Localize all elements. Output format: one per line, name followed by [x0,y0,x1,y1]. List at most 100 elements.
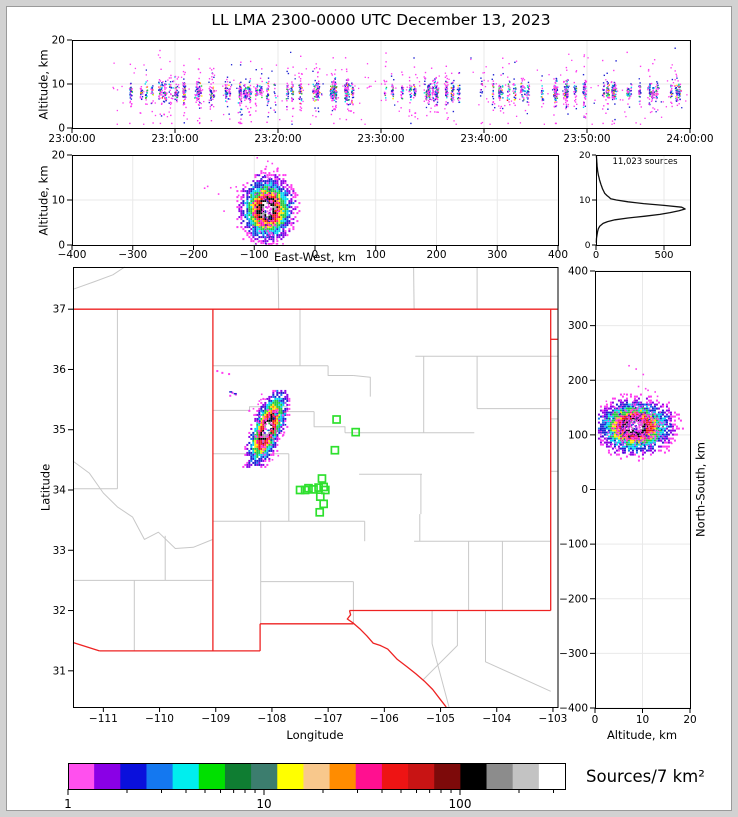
time-ytick-label: 10 [52,79,65,91]
hist-ytick-label: 10 [579,196,591,206]
colorbar-label: Sources/7 km² [586,767,705,786]
ew-xtick-label: −400 [58,249,87,261]
lma-station-marker [332,415,341,424]
ew-xtick-label: 400 [548,249,568,261]
source-count-annotation: 11,023 sources [612,157,678,167]
colorbar-segment [329,763,357,789]
colorbar-segment [94,763,121,789]
colorbar-segment [172,763,200,789]
ew-xtick-label: −200 [179,249,208,261]
hist-ytick-label: 0 [585,241,591,251]
ns-panel-xlabel: Altitude, km [606,728,678,742]
hist-panel-box [596,155,691,246]
colorbar-segment [460,763,488,789]
lma-station-marker [295,485,305,495]
state-border [72,641,100,652]
county-border [72,266,125,290]
ew-xtick-label: 100 [366,249,386,261]
time-xtick-label: 23:20:00 [254,133,301,145]
ns-ytick-label: 200 [568,375,588,387]
county-border [353,375,371,397]
colorbar-segment [512,763,540,789]
ew-ytick-label: 10 [52,195,65,207]
time-ytick-label: 20 [52,35,65,47]
ns-ytick-label: 300 [568,320,588,332]
map-ytick-label: 34 [53,484,67,496]
map-xtick-label: −105 [426,713,455,725]
county-border [72,460,214,549]
colorbar-tick-label: 10 [256,797,271,811]
colorbar-segment [486,763,514,789]
time-ytick-label: 0 [58,123,65,135]
hist-xtick-label: 500 [654,250,673,261]
colorbar-segment [68,763,95,789]
time-xtick-label: 23:00:00 [48,133,95,145]
time-xtick-label: 23:30:00 [357,133,404,145]
map-ytick-label: 32 [53,605,66,617]
colorbar-segment [434,763,461,789]
county-border [327,365,354,376]
colorbar-segment [251,763,278,789]
colorbar-segment [198,763,226,789]
ns-xtick-label: 0 [592,714,599,726]
county-border [485,610,551,692]
colorbar-segment [120,763,147,789]
colorbar-segment [224,763,252,789]
county-border [212,406,315,413]
hist-xtick-label: 0 [593,250,599,261]
ns-ytick-label: −300 [559,648,588,660]
ns-ytick-label: 100 [568,429,588,441]
ew-ytick-label: 0 [58,240,65,252]
ns-ytick-label: 0 [581,484,588,496]
map-xtick-label: −108 [258,713,287,725]
map-xtick-label: −110 [145,713,174,725]
colorbar-segment [146,763,174,789]
map-xtick-label: −103 [539,713,568,725]
time-xtick-label: 23:10:00 [151,133,198,145]
colorbar-box [68,763,566,790]
map-ytick-label: 36 [53,364,67,376]
ew-ytick-label: 20 [52,150,65,162]
state-border [346,610,447,708]
map-xtick-label: −109 [201,713,230,725]
ew-xtick-label: −100 [240,249,269,261]
map-ytick-label: 33 [53,545,66,557]
colorbar-segment [277,763,304,789]
ew-xtick-label: 0 [312,249,319,261]
time-xtick-label: 24:00:00 [666,133,713,145]
map-xlabel: Longitude [286,728,344,742]
map-xtick-label: −104 [482,713,511,725]
lma-station-marker [351,427,361,437]
county-border [277,266,280,310]
ns-ytick-label: −100 [559,539,588,551]
lma-station-marker [330,445,340,455]
lma-station-marker [315,507,325,517]
colorbar-segment [355,763,383,789]
colorbar-tick-label: 100 [449,797,472,811]
map-xtick-label: −107 [314,713,343,725]
map-ytick-label: 31 [53,665,66,677]
map-ytick-label: 37 [53,304,66,316]
map-ytick-label: 35 [53,424,66,436]
altitude-histogram-curve [595,154,686,243]
colorbar-segment [303,763,331,789]
map-xtick-label: −111 [89,713,118,725]
colorbar-segment [381,763,409,789]
time-xtick-label: 23:40:00 [460,133,507,145]
county-border [422,610,458,681]
ns-xtick-label: 10 [636,714,649,726]
ns-ytick-label: −200 [559,593,588,605]
ew-xtick-label: −300 [118,249,147,261]
colorbar-segment [538,763,566,789]
figure-title: LL LMA 2300-0000 UTC December 13, 2023 [211,11,551,29]
ns-ytick-label: 400 [568,266,588,278]
ew-xtick-label: 200 [426,249,446,261]
ew-panel-xlabel: East-West, km [274,250,356,264]
ns-xtick-label: 20 [683,714,696,726]
hist-ytick-label: 20 [579,151,591,161]
lma-station-marker [319,499,329,509]
map-xtick-label: −106 [370,713,399,725]
colorbar-segment [408,763,435,789]
